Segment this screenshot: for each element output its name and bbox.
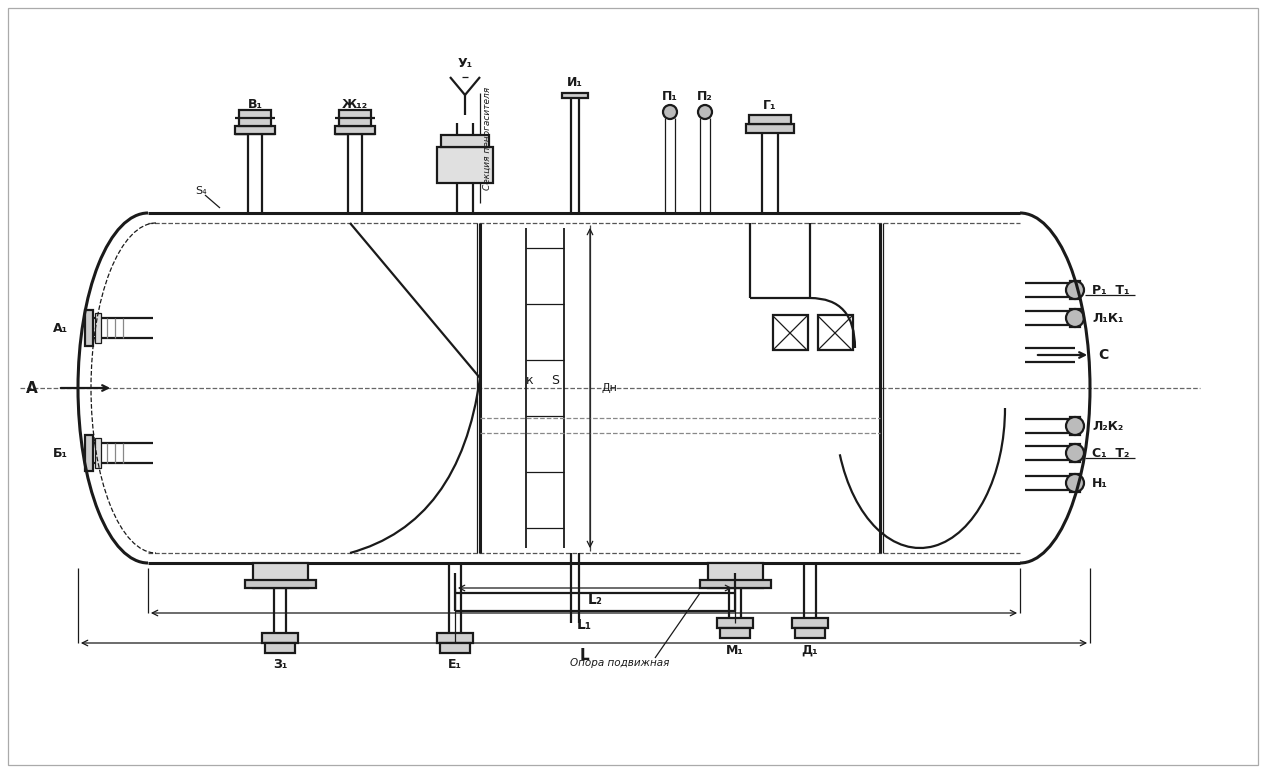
Text: S₄: S₄	[195, 186, 206, 196]
Bar	[339, 110, 371, 126]
Bar	[1070, 309, 1080, 327]
Bar	[717, 618, 753, 628]
Text: Д₁: Д₁	[801, 643, 818, 656]
Bar	[437, 633, 473, 643]
Text: А₁: А₁	[53, 322, 68, 335]
Text: Н₁: Н₁	[1093, 476, 1108, 489]
Circle shape	[1066, 417, 1084, 435]
Text: S: S	[551, 373, 560, 386]
Circle shape	[1066, 444, 1084, 462]
Text: Р₁  Т₁: Р₁ Т₁	[1093, 284, 1129, 297]
Bar	[1070, 417, 1080, 435]
Text: А: А	[27, 380, 38, 396]
Bar	[562, 93, 587, 98]
Bar	[1070, 281, 1080, 299]
Circle shape	[663, 105, 677, 119]
Circle shape	[1066, 474, 1084, 492]
Text: Секция пеногасителя: Секция пеногасителя	[484, 87, 492, 189]
Bar	[262, 633, 298, 643]
Bar	[700, 580, 771, 588]
Text: Л₂К₂: Л₂К₂	[1093, 420, 1123, 433]
Bar	[818, 315, 853, 350]
Text: Ж₁₂: Ж₁₂	[342, 97, 368, 111]
Text: Дн: Дн	[603, 383, 618, 393]
Circle shape	[1066, 309, 1084, 327]
Text: Е₁: Е₁	[448, 659, 462, 672]
Bar	[720, 628, 749, 638]
Circle shape	[698, 105, 711, 119]
Text: С: С	[1098, 348, 1108, 362]
Text: к: к	[527, 373, 534, 386]
Bar	[239, 110, 271, 126]
Bar	[95, 313, 101, 343]
Bar	[774, 315, 808, 350]
Text: З₁: З₁	[272, 659, 287, 672]
Text: И₁: И₁	[567, 76, 582, 88]
Bar	[85, 310, 92, 346]
Text: L₁: L₁	[576, 618, 591, 632]
Bar	[335, 126, 375, 134]
Bar	[441, 135, 489, 147]
Circle shape	[1066, 281, 1084, 299]
Bar	[1070, 444, 1080, 462]
Bar	[95, 438, 101, 468]
Bar	[746, 124, 794, 133]
Bar	[1070, 474, 1080, 492]
Bar	[708, 563, 763, 588]
Text: Опора подвижная: Опора подвижная	[570, 658, 670, 668]
Text: В₁: В₁	[247, 97, 262, 111]
Text: П₁: П₁	[662, 90, 677, 103]
Text: L: L	[579, 648, 589, 662]
Text: У₁: У₁	[457, 56, 472, 70]
Text: М₁: М₁	[727, 643, 744, 656]
Bar	[235, 126, 275, 134]
Text: С₁  Т₂: С₁ Т₂	[1093, 447, 1129, 459]
Bar	[793, 618, 828, 628]
Text: Л₁К₁: Л₁К₁	[1093, 312, 1123, 325]
Text: П₂: П₂	[698, 90, 713, 103]
Bar	[246, 580, 316, 588]
Bar	[437, 147, 492, 183]
Bar	[795, 628, 825, 638]
Bar	[441, 643, 470, 653]
Text: Г₁: Г₁	[763, 98, 777, 111]
Bar	[85, 435, 92, 471]
Text: Б₁: Б₁	[53, 447, 68, 459]
Text: L₂: L₂	[587, 593, 603, 607]
Bar	[749, 115, 791, 124]
Bar	[265, 643, 295, 653]
Bar	[253, 563, 308, 588]
